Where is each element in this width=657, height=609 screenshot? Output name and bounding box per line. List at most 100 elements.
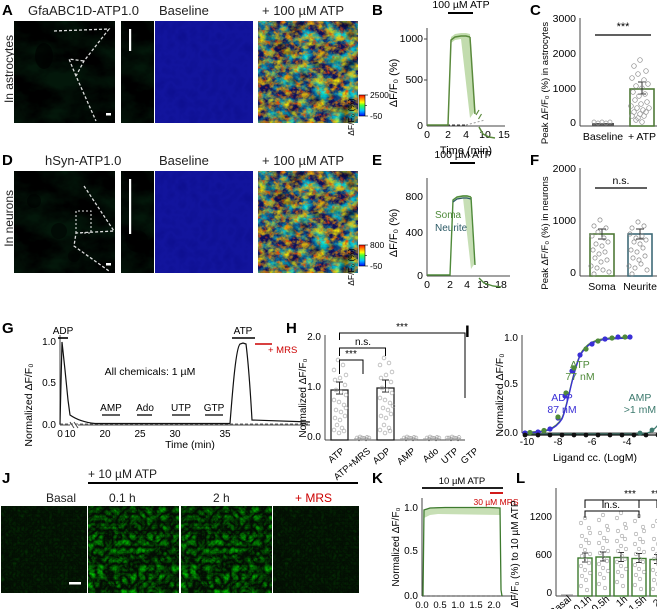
svg-text:Normalized ΔF/F₀: Normalized ΔF/F₀ bbox=[23, 363, 35, 446]
svg-text:Ligand cc. (LogM): Ligand cc. (LogM) bbox=[553, 452, 637, 464]
svg-text:10 µM ATP: 10 µM ATP bbox=[439, 476, 485, 487]
svg-text:800: 800 bbox=[405, 191, 423, 203]
svg-text:15: 15 bbox=[498, 129, 510, 141]
svg-text:n.s.: n.s. bbox=[613, 175, 630, 187]
svg-text:1.0: 1.0 bbox=[504, 333, 518, 344]
svg-text:GTP: GTP bbox=[204, 403, 225, 414]
svg-text:UTP: UTP bbox=[439, 446, 461, 467]
svg-text:0.0: 0.0 bbox=[504, 428, 518, 439]
svg-text:0.0: 0.0 bbox=[415, 600, 428, 609]
svg-text:***: *** bbox=[345, 349, 357, 360]
svg-text:ΔF/F₀ (%): ΔF/F₀ (%) bbox=[388, 209, 400, 258]
svg-text:100 µM ATP: 100 µM ATP bbox=[432, 0, 489, 11]
svg-text:0: 0 bbox=[417, 120, 423, 132]
svg-text:Ado: Ado bbox=[136, 403, 154, 414]
svg-text:0: 0 bbox=[570, 267, 576, 279]
svg-text:0.5: 0.5 bbox=[504, 379, 518, 390]
svg-text:0: 0 bbox=[546, 588, 552, 599]
svg-text:1.0: 1.0 bbox=[42, 337, 56, 348]
svg-text:ΔF/F₀ (%) to 10 µM ATP: ΔF/F₀ (%) to 10 µM ATP bbox=[510, 500, 521, 607]
svg-text:ATP: ATP bbox=[570, 359, 590, 371]
svg-text:-8: -8 bbox=[554, 437, 563, 448]
svg-text:Soma: Soma bbox=[588, 281, 616, 293]
svg-text:All chemicals: 1 µM: All chemicals: 1 µM bbox=[105, 366, 196, 378]
svg-text:0.5: 0.5 bbox=[404, 546, 418, 557]
svg-text:AMP: AMP bbox=[629, 392, 652, 404]
svg-text:1000: 1000 bbox=[400, 33, 424, 45]
svg-text:Normalized ΔF/F₀: Normalized ΔF/F₀ bbox=[494, 353, 506, 436]
svg-text:ADP: ADP bbox=[551, 392, 573, 404]
svg-text:1.0: 1.0 bbox=[307, 382, 321, 393]
svg-text:ATP: ATP bbox=[326, 446, 347, 466]
svg-text:2.0: 2.0 bbox=[307, 332, 321, 343]
svg-text:600: 600 bbox=[535, 550, 552, 561]
svg-text:0: 0 bbox=[570, 117, 576, 129]
svg-text:1200: 1200 bbox=[530, 512, 553, 523]
svg-text:ΔF/F₀ (%): ΔF/F₀ (%) bbox=[346, 248, 356, 286]
svg-text:>1 mM: >1 mM bbox=[624, 404, 656, 416]
svg-text:0: 0 bbox=[424, 279, 430, 291]
svg-text:Peak ΔF/F₀ (%) in astrocytes: Peak ΔF/F₀ (%) in astrocytes bbox=[540, 22, 551, 144]
svg-text:20: 20 bbox=[99, 429, 111, 440]
svg-text:1000: 1000 bbox=[553, 83, 577, 95]
svg-text:100 µM ATP: 100 µM ATP bbox=[434, 149, 491, 161]
svg-text:AMP: AMP bbox=[100, 403, 122, 414]
svg-text:2.0: 2.0 bbox=[487, 600, 500, 609]
svg-text:0: 0 bbox=[424, 129, 430, 141]
svg-text:ΔF/F₀ (%): ΔF/F₀ (%) bbox=[346, 98, 356, 136]
svg-text:0.0: 0.0 bbox=[42, 420, 56, 431]
svg-text:1.5: 1.5 bbox=[469, 600, 482, 609]
svg-text:ADP: ADP bbox=[371, 446, 393, 467]
svg-text:2000: 2000 bbox=[553, 48, 577, 60]
svg-text:0.5: 0.5 bbox=[433, 600, 446, 609]
svg-text:n.s.: n.s. bbox=[604, 500, 620, 511]
svg-text:+ MRS: + MRS bbox=[268, 345, 297, 356]
svg-text:***: *** bbox=[624, 489, 636, 500]
svg-text:Ado: Ado bbox=[421, 446, 441, 465]
svg-text:0.5: 0.5 bbox=[42, 378, 56, 389]
svg-text:2500: 2500 bbox=[370, 90, 389, 100]
svg-text:ADP: ADP bbox=[53, 326, 74, 337]
svg-text:***: *** bbox=[651, 489, 657, 500]
svg-text:1.0: 1.0 bbox=[451, 600, 464, 609]
svg-text:4: 4 bbox=[463, 129, 469, 141]
svg-text:0.0: 0.0 bbox=[307, 432, 321, 443]
svg-text:Normalized ΔF/F₀: Normalized ΔF/F₀ bbox=[391, 507, 402, 586]
svg-text:1000: 1000 bbox=[553, 215, 577, 227]
svg-text:3000: 3000 bbox=[553, 13, 577, 25]
svg-text:-50: -50 bbox=[370, 261, 383, 271]
svg-text:Normalized ΔF/F₀: Normalized ΔF/F₀ bbox=[298, 358, 309, 437]
svg-text:18: 18 bbox=[495, 279, 507, 291]
svg-text:-50: -50 bbox=[370, 111, 383, 121]
svg-text:-4: -4 bbox=[623, 437, 632, 448]
svg-text:400: 400 bbox=[405, 227, 423, 239]
svg-text:***: *** bbox=[396, 322, 408, 333]
svg-text:ΔF/F₀ (%): ΔF/F₀ (%) bbox=[388, 59, 400, 108]
svg-text:Baseline: Baseline bbox=[583, 131, 623, 143]
svg-text:Soma: Soma bbox=[435, 210, 462, 221]
svg-text:10: 10 bbox=[64, 429, 76, 440]
svg-text:35: 35 bbox=[219, 429, 231, 440]
svg-text:AMP: AMP bbox=[395, 446, 418, 468]
svg-text:77 nM: 77 nM bbox=[565, 371, 594, 383]
svg-text:800: 800 bbox=[370, 240, 384, 250]
svg-text:500: 500 bbox=[405, 74, 423, 86]
svg-text:-6: -6 bbox=[588, 437, 597, 448]
svg-text:2: 2 bbox=[445, 129, 451, 141]
svg-text:0: 0 bbox=[417, 270, 423, 282]
svg-text:1.0: 1.0 bbox=[404, 503, 418, 514]
svg-text:Peak ΔF/F₀ (%) in neurons: Peak ΔF/F₀ (%) in neurons bbox=[540, 176, 551, 289]
svg-text:Time (min): Time (min) bbox=[165, 439, 215, 451]
svg-text:***: *** bbox=[617, 21, 631, 33]
svg-text:2000: 2000 bbox=[553, 163, 577, 175]
svg-text:0: 0 bbox=[57, 429, 63, 440]
svg-text:2: 2 bbox=[447, 279, 453, 291]
svg-text:+ ATP: + ATP bbox=[628, 131, 656, 143]
svg-text:13: 13 bbox=[477, 279, 489, 291]
svg-text:UTP: UTP bbox=[171, 403, 191, 414]
svg-text:ATP: ATP bbox=[234, 326, 253, 337]
svg-text:87 nM: 87 nM bbox=[547, 404, 576, 416]
svg-text:GTP: GTP bbox=[459, 446, 481, 467]
svg-text:Neurite: Neurite bbox=[623, 281, 657, 293]
svg-text:4: 4 bbox=[464, 279, 470, 291]
